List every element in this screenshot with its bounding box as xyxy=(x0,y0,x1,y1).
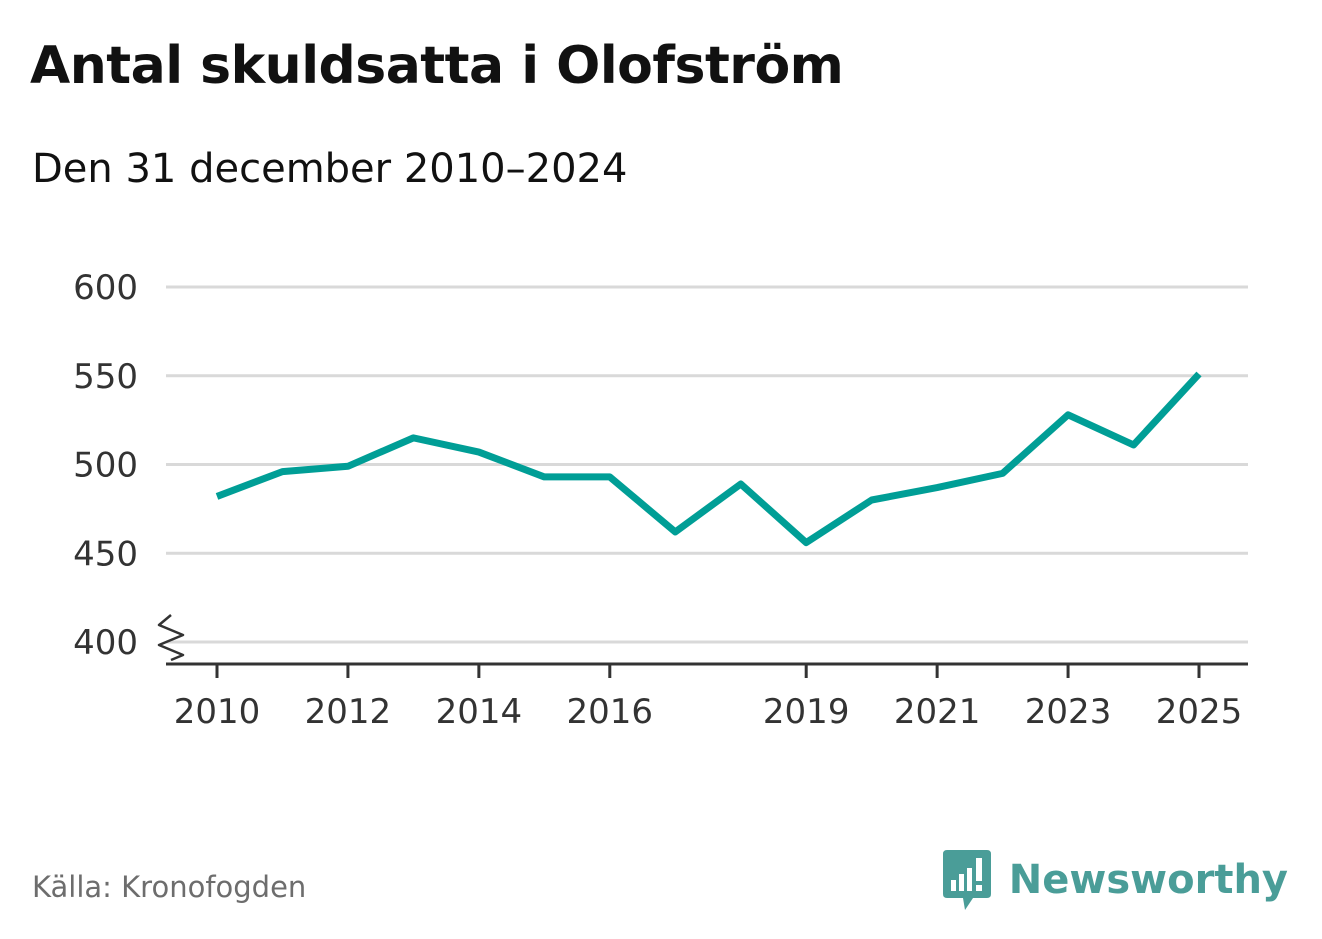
x-tick-label-2014: 2014 xyxy=(436,692,523,732)
y-tick-label-500: 500 xyxy=(73,446,138,486)
x-tick-label-2025: 2025 xyxy=(1156,692,1243,732)
brand-name: Newsworthy xyxy=(1008,857,1288,903)
gridlines xyxy=(166,285,1248,644)
x-tick-label-2012: 2012 xyxy=(305,692,392,732)
y-tick-label-400: 400 xyxy=(73,623,138,663)
series xyxy=(215,371,1202,547)
series-line-0 xyxy=(215,371,1202,547)
x-tick-label-2021: 2021 xyxy=(894,692,981,732)
source-note: Källa: Kronofogden xyxy=(32,870,307,904)
chart-title: Antal skuldsatta i Olofström xyxy=(30,36,844,96)
y-tick-label-450: 450 xyxy=(73,534,138,574)
brand-logo: Newsworthy xyxy=(942,850,1288,910)
x-tick-label-2019: 2019 xyxy=(763,692,850,732)
chart-subtitle: Den 31 december 2010–2024 xyxy=(32,146,628,192)
y-axis-break-marker xyxy=(157,614,185,662)
y-tick-label-600: 600 xyxy=(73,268,138,308)
x-tick-label-2010: 2010 xyxy=(174,692,261,732)
axes: 400 450 500 550 600 2010 2012 2014 2016 2019 2021 2… xyxy=(73,268,1248,732)
y-tick-label-550: 550 xyxy=(73,357,138,397)
x-tick-label-2016: 2016 xyxy=(567,692,654,732)
x-tick-label-2023: 2023 xyxy=(1025,692,1112,732)
bar-chart-speech-bubble-icon xyxy=(942,850,991,910)
